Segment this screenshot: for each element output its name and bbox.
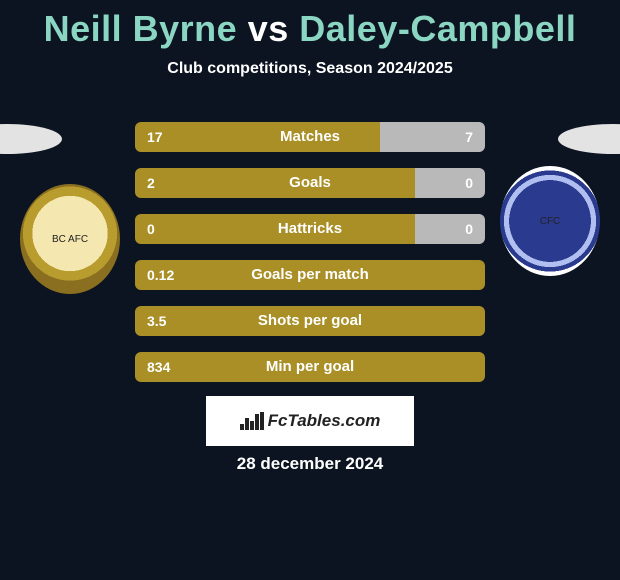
vs-text: vs [248, 8, 289, 49]
stat-row: Goals2 0 [135, 168, 485, 198]
subtitle: Club competitions, Season 2024/2025 [0, 60, 620, 78]
stat-value-left: 2 [135, 168, 167, 198]
player2-club-crest: CFC [500, 166, 600, 276]
stat-row: Min per goal834 [135, 352, 485, 382]
page-title: Neill Byrne vs Daley-Campbell [0, 0, 620, 50]
stats-comparison: Matches177Goals20Hattricks00Goals per ma… [135, 122, 485, 398]
stat-value-left: 3.5 [135, 306, 178, 336]
stat-label: Shots per goal [135, 306, 485, 336]
player1-name: Neill Byrne [44, 8, 238, 49]
branding-text: FcTables.com [268, 411, 381, 431]
stat-value-right: 0 [453, 168, 485, 198]
stat-value-right: 7 [453, 122, 485, 152]
stat-value-left: 834 [135, 352, 182, 382]
stat-value-left: 0 [135, 214, 167, 244]
player2-avatar-placeholder [558, 124, 620, 154]
stat-row: Shots per goal3.5 [135, 306, 485, 336]
stat-label: Goals [135, 168, 485, 198]
stat-label: Matches [135, 122, 485, 152]
stat-value-left: 0.12 [135, 260, 186, 290]
player1-avatar-placeholder [0, 124, 62, 154]
bar-chart-icon [240, 412, 264, 430]
player2-name: Daley-Campbell [299, 8, 576, 49]
stat-row: Hattricks0 0 [135, 214, 485, 244]
stat-value-left: 17 [135, 122, 175, 152]
player1-club-crest: BC AFC [20, 184, 120, 294]
stat-label: Min per goal [135, 352, 485, 382]
stat-value-right: 0 [453, 214, 485, 244]
stat-row: Matches17 7 [135, 122, 485, 152]
stat-label: Goals per match [135, 260, 485, 290]
stat-row: Goals per match0.12 [135, 260, 485, 290]
branding-badge: FcTables.com [206, 396, 414, 446]
date-text: 28 december 2024 [0, 454, 620, 474]
stat-label: Hattricks [135, 214, 485, 244]
